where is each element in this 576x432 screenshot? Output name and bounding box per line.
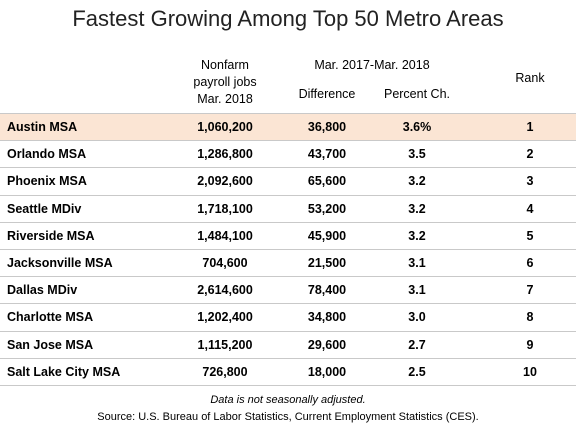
cell-rank: 4 — [526, 201, 534, 216]
cell-percent: 3.5 — [408, 147, 426, 162]
cell-difference: 29,600 — [307, 337, 347, 352]
table-row: Jacksonville MSA 704,600 21,500 3.1 6 — [0, 248, 576, 276]
cell-jobs: 2,092,600 — [197, 174, 253, 189]
cell-area: Phoenix MSA — [7, 174, 87, 189]
cell-percent: 3.1 — [408, 255, 426, 270]
table-row: Austin MSA 1,060,200 36,800 3.6% 1 — [0, 113, 576, 141]
cell-rank: 2 — [526, 147, 534, 162]
cell-jobs: 1,060,200 — [197, 120, 253, 134]
cell-percent: 3.2 — [408, 201, 426, 216]
header-percent: Percent Ch. — [383, 87, 450, 101]
table-row: Salt Lake City MSA 726,800 18,000 2.5 10 — [0, 357, 576, 386]
table-body: Austin MSA 1,060,200 36,800 3.6% 1 Orlando MS… — [0, 113, 576, 386]
cell-rank: 1 — [526, 120, 534, 134]
cell-difference: 45,900 — [307, 228, 347, 243]
table-row: Charlotte MSA 1,202,400 34,800 3.0 8 — [0, 303, 576, 330]
cell-percent: 3.2 — [408, 228, 426, 243]
cell-percent: 2.7 — [408, 337, 426, 352]
header-jobs: Nonfarm payroll jobs Mar. 2018 — [170, 57, 280, 108]
cell-jobs: 1,484,100 — [197, 228, 253, 243]
note: Data is not seasonally adjusted. — [210, 394, 366, 406]
cell-rank: 6 — [526, 255, 534, 270]
cell-area: Orlando MSA — [7, 147, 87, 162]
cell-percent: 3.1 — [408, 283, 426, 298]
table-row: Dallas MDiv 2,614,600 78,400 3.1 7 — [0, 276, 576, 303]
header-difference: Difference — [298, 87, 356, 101]
table-row: Orlando MSA 1,286,800 43,700 3.5 2 — [0, 140, 576, 167]
cell-difference: 36,800 — [307, 120, 347, 134]
cell-percent: 3.6% — [402, 120, 432, 134]
source: Source: U.S. Bureau of Labor Statistics,… — [97, 411, 479, 423]
cell-area: Jacksonville MSA — [7, 255, 113, 270]
cell-jobs: 2,614,600 — [197, 283, 253, 298]
cell-difference: 53,200 — [307, 201, 347, 216]
cell-difference: 65,600 — [307, 174, 347, 189]
cell-area: San Jose MSA — [7, 337, 94, 352]
cell-jobs: 704,600 — [202, 255, 248, 270]
header-jobs-line1: Nonfarm — [201, 58, 249, 72]
table-row: Riverside MSA 1,484,100 45,900 3.2 5 — [0, 221, 576, 249]
cell-jobs: 1,202,400 — [197, 310, 253, 325]
cell-area: Austin MSA — [7, 120, 78, 134]
cell-area: Charlotte MSA — [7, 310, 94, 325]
chart-title: Fastest Growing Among Top 50 Metro Areas — [72, 6, 504, 31]
header-period: Mar. 2017-Mar. 2018 — [314, 58, 430, 72]
cell-rank: 5 — [526, 228, 534, 243]
cell-difference: 34,800 — [307, 310, 347, 325]
cell-difference: 18,000 — [307, 364, 347, 379]
cell-area: Salt Lake City MSA — [7, 364, 121, 379]
cell-rank: 7 — [526, 283, 534, 298]
cell-rank: 3 — [526, 174, 534, 189]
header-jobs-line2: payroll jobs — [193, 75, 257, 89]
cell-rank: 9 — [526, 337, 534, 352]
cell-jobs: 1,718,100 — [197, 201, 253, 216]
cell-area: Seattle MDiv — [7, 201, 82, 216]
cell-rank: 10 — [523, 364, 537, 379]
table-row: San Jose MSA 1,115,200 29,600 2.7 9 — [0, 330, 576, 358]
cell-jobs: 726,800 — [202, 364, 248, 379]
cell-area: Dallas MDiv — [7, 283, 78, 298]
cell-percent: 2.5 — [408, 364, 426, 379]
table-row: Seattle MDiv 1,718,100 53,200 3.2 4 — [0, 194, 576, 222]
cell-percent: 3.0 — [408, 310, 426, 325]
header-jobs-line3: Mar. 2018 — [197, 92, 253, 106]
cell-percent: 3.2 — [408, 174, 426, 189]
header-rank: Rank — [515, 71, 545, 85]
cell-difference: 78,400 — [307, 283, 347, 298]
cell-jobs: 1,286,800 — [197, 147, 253, 162]
cell-rank: 8 — [526, 310, 534, 325]
table-row: Phoenix MSA 2,092,600 65,600 3.2 3 — [0, 167, 576, 194]
cell-jobs: 1,115,200 — [197, 337, 253, 352]
cell-area: Riverside MSA — [7, 228, 95, 243]
cell-difference: 43,700 — [307, 147, 347, 162]
cell-difference: 21,500 — [307, 255, 347, 270]
